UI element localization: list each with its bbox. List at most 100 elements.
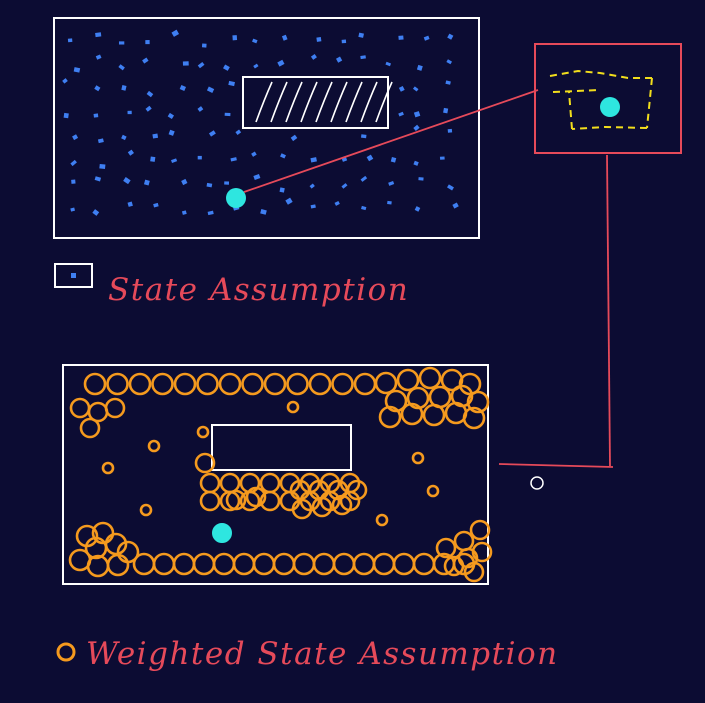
weighted-particle: [219, 472, 241, 494]
particle: [224, 112, 231, 117]
particle: [123, 177, 131, 185]
particle: [197, 155, 202, 160]
particle: [97, 138, 104, 144]
particle: [341, 39, 347, 44]
weighted-particle: [453, 530, 475, 552]
particle: [398, 111, 404, 117]
weighted-state-map: [62, 364, 493, 585]
particle: [418, 177, 424, 181]
particle: [67, 38, 73, 43]
weighted-particle: [471, 541, 493, 563]
weighted-particle: [286, 372, 309, 396]
particle: [94, 85, 101, 92]
particle: [309, 183, 315, 189]
particle: [63, 112, 69, 119]
particle: [445, 80, 451, 85]
particle: [341, 183, 348, 189]
weighted-particle: [194, 452, 216, 474]
weighted-particle: [241, 372, 264, 396]
particle: [316, 37, 322, 42]
weighted-particle: [196, 425, 210, 439]
weighted-particle: [151, 372, 174, 396]
weighted-particle: [259, 472, 281, 494]
particle: [253, 174, 261, 181]
weighted-particle: [69, 397, 91, 419]
weighted-particle: [406, 386, 430, 410]
particle: [181, 210, 187, 215]
particle: [413, 111, 421, 118]
weighted-particle: [463, 561, 485, 583]
particle: [281, 34, 288, 41]
particle: [310, 157, 317, 163]
weighted-particle: [104, 397, 126, 419]
weighted-particle: [263, 372, 287, 396]
zoom-connector: [243, 89, 539, 193]
particle: [206, 182, 213, 188]
particle: [201, 43, 207, 48]
particle: [127, 149, 135, 156]
weighted-particle: [292, 552, 316, 576]
weighted-state-assumption-label: Weighted State Assumption: [86, 636, 559, 672]
legend-state-assumption: State Assumption: [54, 263, 408, 308]
particle: [390, 157, 397, 163]
weighted-particle: [225, 489, 247, 511]
obstacle-block-bottom: [211, 424, 352, 471]
particle: [387, 200, 392, 205]
map-frame: [53, 17, 480, 239]
state-assumption-map: [53, 17, 480, 239]
particle: [447, 33, 454, 40]
particle: [366, 154, 374, 162]
particle: [398, 35, 404, 40]
particle: [447, 184, 454, 191]
weighted-particle: [132, 552, 156, 576]
weighted-particle: [352, 552, 376, 576]
weighted-particle: [346, 479, 368, 501]
small-square-icon: [54, 263, 93, 288]
weighted-particle: [412, 552, 436, 576]
particle: [92, 209, 100, 216]
weighted-particle: [259, 490, 281, 512]
weighted-particle: [422, 403, 446, 427]
particle: [146, 90, 154, 98]
weighted-particle: [286, 400, 300, 414]
weighted-particle: [308, 372, 332, 396]
weighted-particle: [212, 552, 236, 576]
particle: [252, 38, 258, 44]
robot-zoom-dot: [600, 97, 620, 117]
weighted-particle: [466, 390, 490, 414]
weighted-particle: [411, 451, 425, 465]
weighted-particle: [128, 372, 152, 396]
particle: [414, 206, 421, 212]
weighted-particle: [462, 406, 486, 430]
weighted-particle: [392, 552, 416, 576]
particle: [290, 134, 298, 142]
particle: [145, 105, 152, 112]
weighted-particle: [245, 486, 267, 508]
zoom-frame: [534, 43, 682, 154]
particle: [168, 129, 175, 136]
particle: [197, 106, 204, 112]
particle: [413, 160, 419, 166]
particle: [416, 64, 423, 71]
weighted-particle: [418, 366, 442, 390]
particle: [153, 202, 159, 208]
particle: [121, 134, 127, 141]
weighted-particle: [435, 537, 457, 559]
particle: [118, 64, 125, 71]
weighted-particle: [106, 372, 129, 396]
weighted-particle: [375, 513, 389, 527]
particle: [447, 128, 453, 133]
weighted-particles: [68, 366, 493, 583]
robot-position-dot: [226, 188, 246, 208]
particle: [260, 209, 267, 215]
particle: [70, 159, 77, 167]
particle: [413, 124, 420, 132]
particle: [207, 210, 214, 216]
particle: [310, 54, 317, 60]
particle: [142, 57, 149, 64]
particle: [94, 176, 102, 182]
particle: [224, 181, 230, 185]
weighted-particle: [232, 552, 256, 576]
weighted-particle: [332, 552, 356, 576]
